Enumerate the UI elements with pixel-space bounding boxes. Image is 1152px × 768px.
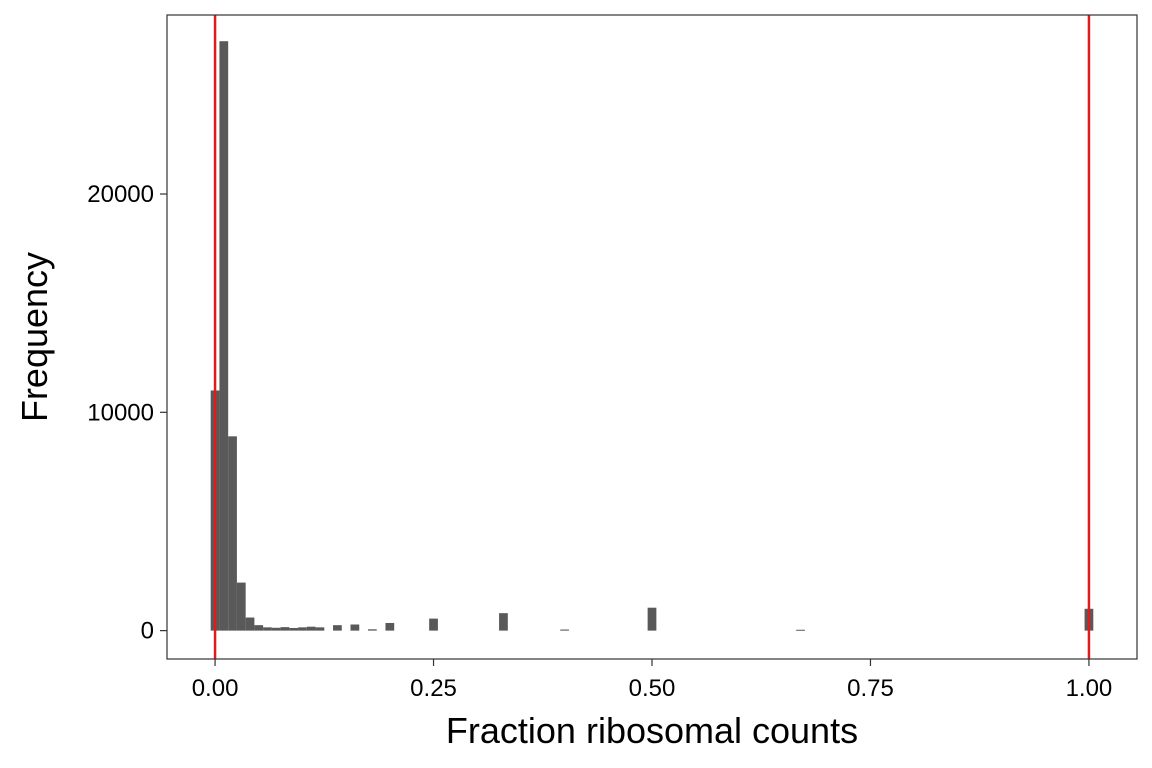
histogram-bar bbox=[367, 629, 377, 631]
histogram-bar bbox=[647, 607, 657, 631]
x-tick-label: 1.00 bbox=[1066, 675, 1113, 702]
histogram-bar bbox=[499, 613, 508, 631]
y-tick-label: 0 bbox=[141, 618, 154, 645]
histogram-bar bbox=[306, 626, 316, 631]
histogram-bar bbox=[228, 436, 237, 631]
histogram-bar bbox=[263, 627, 272, 631]
histogram-bar bbox=[289, 628, 299, 631]
histogram-bar bbox=[254, 625, 264, 631]
histogram-bars bbox=[210, 41, 1094, 631]
x-axis-title: Fraction ribosomal counts bbox=[446, 710, 858, 751]
x-tick-label: 0.75 bbox=[847, 675, 894, 702]
y-axis: 0 10000 20000 bbox=[87, 181, 167, 645]
histogram-bar bbox=[333, 625, 342, 631]
x-tick-label: 0.00 bbox=[192, 675, 239, 702]
x-tick-label: 0.25 bbox=[410, 675, 457, 702]
histogram-bar bbox=[271, 627, 281, 631]
histogram-bar bbox=[385, 622, 395, 631]
plot-panel-border bbox=[166, 14, 1138, 660]
histogram-bar bbox=[350, 624, 360, 631]
histogram-bar bbox=[796, 629, 805, 631]
x-tick-label: 0.50 bbox=[629, 675, 676, 702]
histogram-bar bbox=[280, 627, 290, 631]
histogram-bar bbox=[560, 629, 569, 631]
x-axis: 0.00 0.25 0.50 0.75 1.00 bbox=[192, 659, 1113, 702]
histogram-bar bbox=[245, 617, 255, 631]
histogram-bar bbox=[429, 618, 438, 631]
y-tick-label: 10000 bbox=[87, 399, 154, 426]
reference-lines bbox=[213, 15, 1091, 659]
histogram-bar bbox=[315, 627, 325, 631]
histogram-bar bbox=[236, 582, 246, 631]
histogram-bar bbox=[298, 627, 307, 631]
y-axis-title: Frequency bbox=[14, 252, 55, 422]
histogram-bar bbox=[219, 41, 229, 631]
y-tick-label: 20000 bbox=[87, 181, 154, 208]
